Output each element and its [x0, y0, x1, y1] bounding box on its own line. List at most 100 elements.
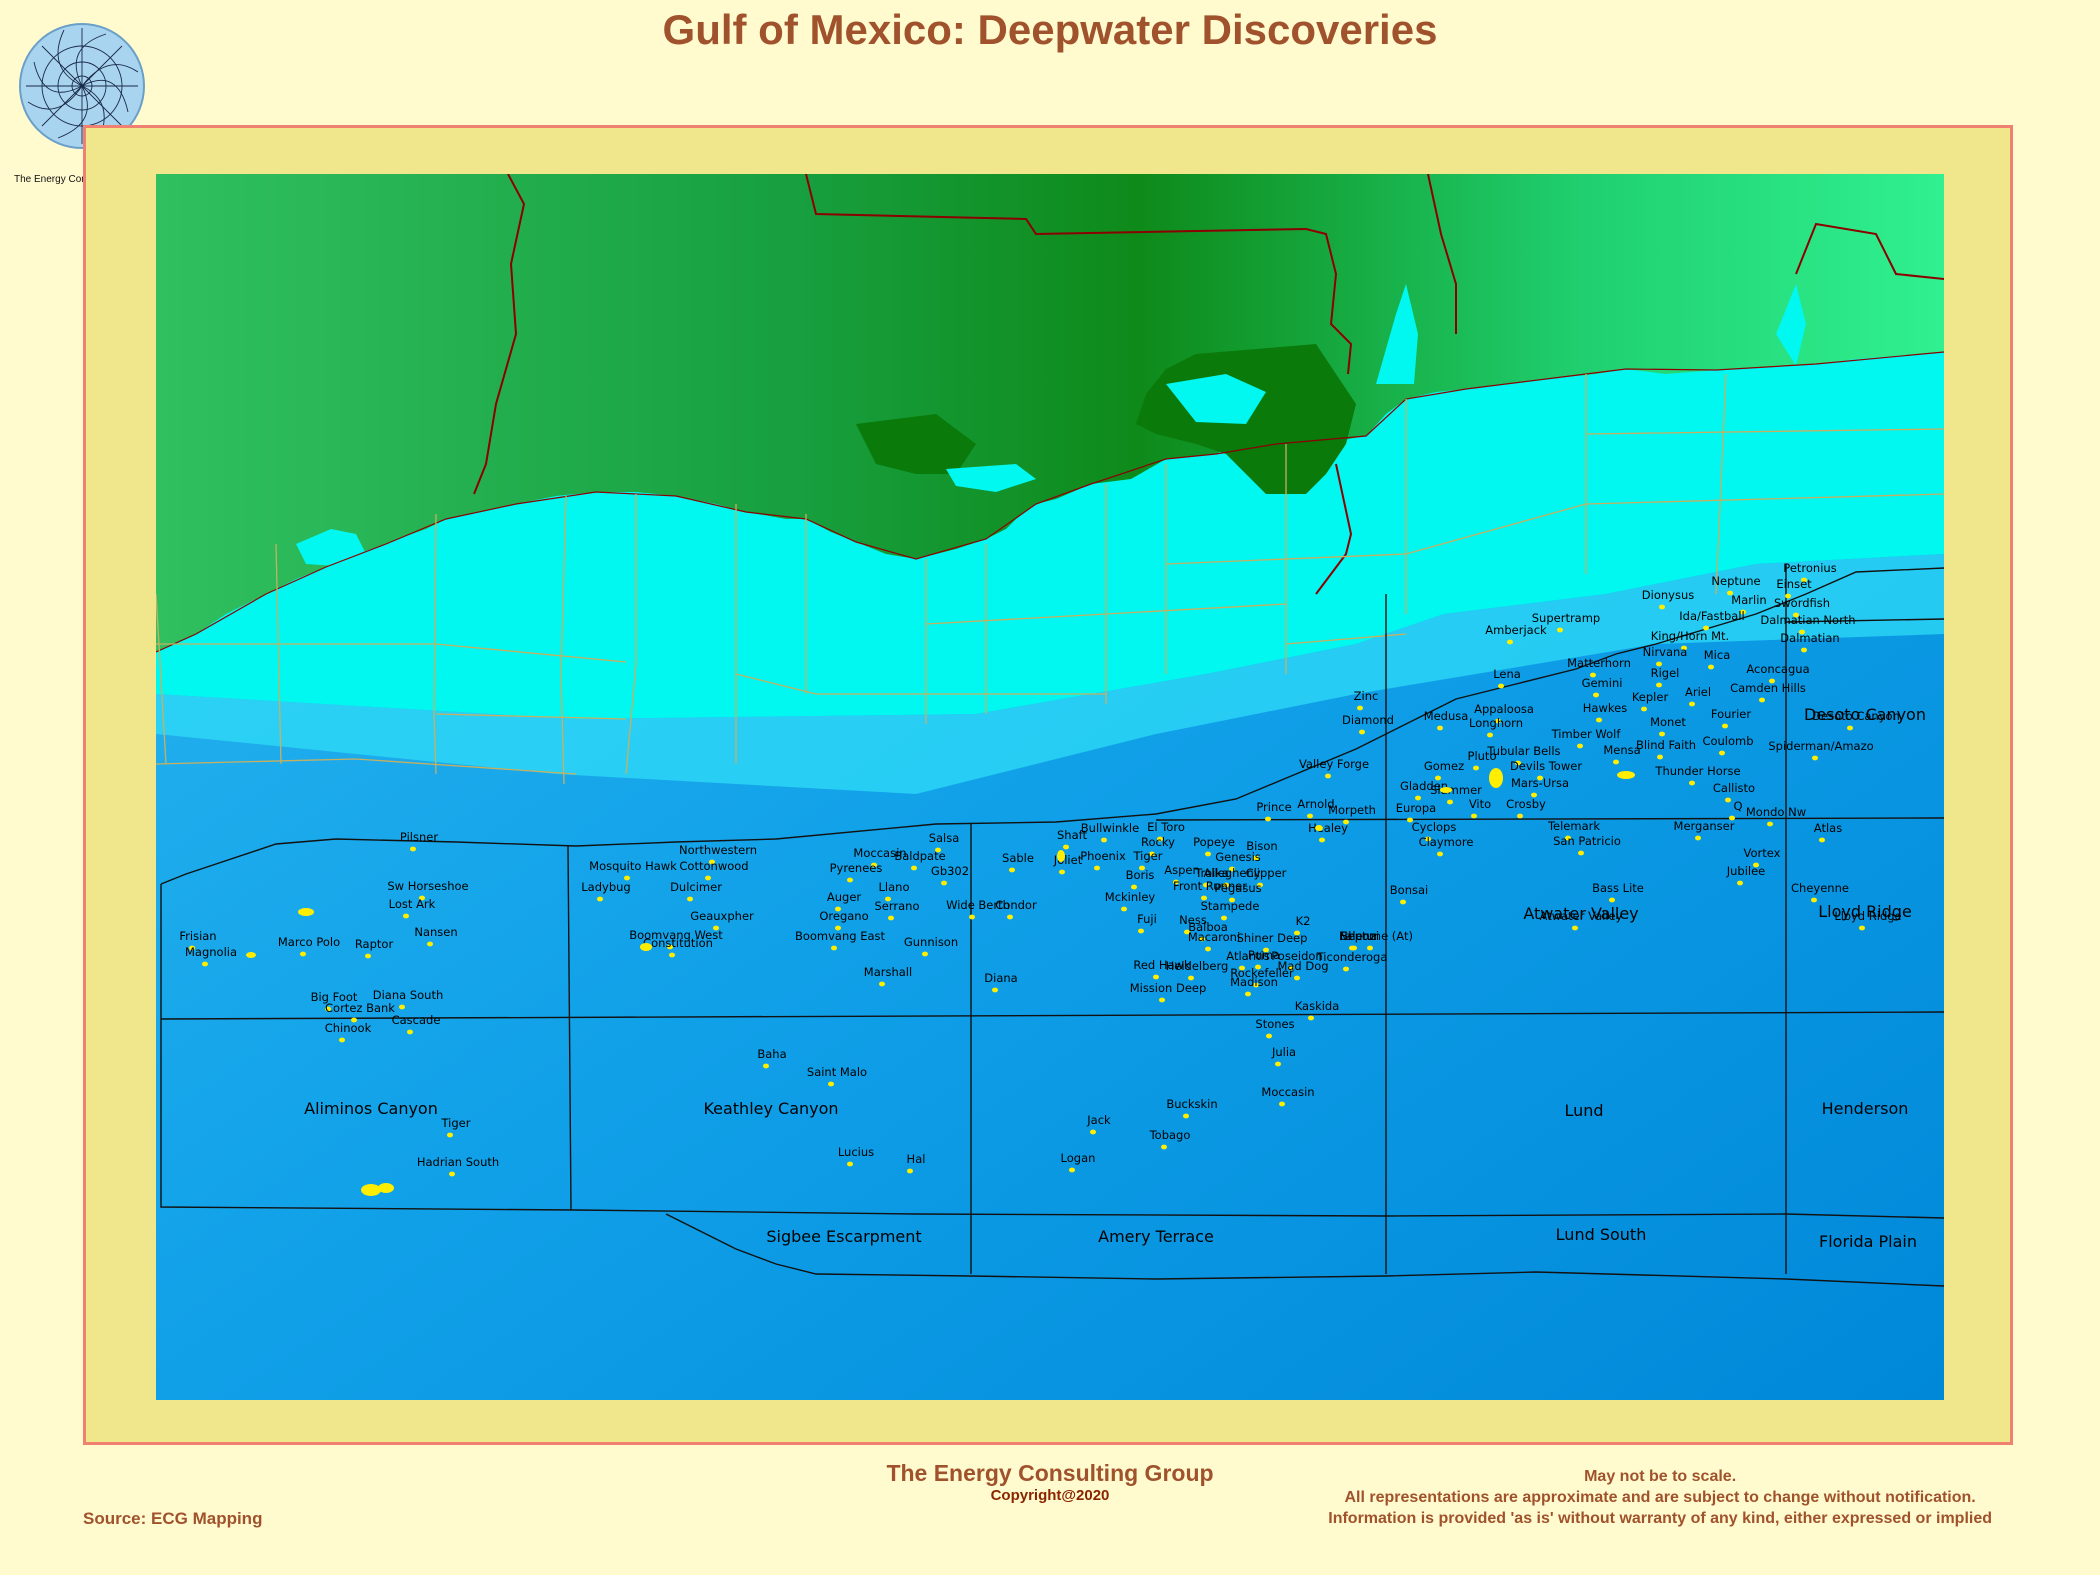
field-marker[interactable]: Desoto Canyon [1812, 709, 1900, 731]
field-marker[interactable]: Saint Malo [807, 1065, 867, 1087]
field-marker[interactable]: Devils Tower [1510, 759, 1582, 781]
field-marker[interactable]: Baldpate [894, 849, 946, 871]
field-marker[interactable]: Q [1729, 799, 1743, 821]
field-marker[interactable]: Nansen [414, 925, 458, 947]
field-marker[interactable]: Wide Berth [946, 898, 1010, 920]
field-marker[interactable]: Atlas [1814, 821, 1842, 843]
field-marker[interactable]: Sable [1002, 851, 1034, 873]
field-marker[interactable]: Lost Ark [389, 897, 436, 919]
field-marker[interactable]: Madison [1230, 975, 1278, 997]
field-marker[interactable]: Nirvana [1643, 645, 1688, 667]
field-marker[interactable]: Tobago [1149, 1128, 1191, 1150]
field-marker[interactable]: Front Runner [1173, 879, 1247, 901]
field-marker[interactable]: Oregano [819, 909, 869, 931]
field-marker[interactable]: San Patricio [1553, 834, 1621, 856]
field-marker[interactable]: Aconcagua [1746, 662, 1810, 684]
field-marker[interactable]: Pluto [1468, 749, 1497, 771]
field-marker[interactable]: Marco Polo [278, 935, 340, 957]
field-marker[interactable]: Troika [1194, 866, 1229, 888]
field-marker[interactable]: Ida/Fastball [1679, 609, 1745, 631]
field-marker[interactable]: Geauxpher [690, 909, 754, 931]
field-marker[interactable]: Jack [1086, 1113, 1111, 1135]
field-marker[interactable]: Camden Hills [1730, 681, 1806, 703]
field-marker[interactable]: Marshall [864, 965, 912, 987]
field-marker[interactable]: Slammer [1430, 783, 1482, 805]
field-marker[interactable]: Telemark [1547, 819, 1600, 841]
field-marker[interactable]: Swordfish [1774, 596, 1830, 618]
field-marker[interactable]: Mad Dog [1277, 959, 1329, 981]
field-marker[interactable]: Diamond [1342, 713, 1394, 735]
field-marker[interactable]: Kepler [1632, 690, 1669, 712]
field-marker[interactable]: Shiner Deep [1237, 931, 1308, 953]
field-marker[interactable]: Claymore [1419, 835, 1474, 857]
field-marker[interactable]: Hal [907, 1152, 926, 1174]
field-marker[interactable]: Boomvang East [795, 929, 886, 951]
field-marker[interactable]: Zinc [1354, 689, 1379, 711]
field-marker[interactable]: Dalmatian [1780, 631, 1840, 653]
field-marker[interactable]: Puma [1248, 948, 1280, 970]
field-marker[interactable]: Kaskida [1295, 999, 1340, 1021]
field-marker[interactable]: Gb302 [931, 864, 969, 886]
field-marker[interactable]: Big Foot [311, 990, 358, 1012]
field-marker[interactable]: El Toro [1147, 820, 1185, 842]
field-marker[interactable]: Bass Lite [1592, 881, 1644, 903]
field-marker[interactable]: Chinook [325, 1021, 372, 1043]
field-marker[interactable]: Magnolia [185, 945, 237, 967]
field-marker[interactable]: Matterhorn [1567, 656, 1631, 678]
field-marker[interactable]: King/Horn Mt. [1651, 629, 1729, 651]
field-marker[interactable]: Mckinley [1105, 890, 1156, 912]
field-marker[interactable]: Ticonderoga [1316, 950, 1388, 972]
field-marker[interactable]: Mosquito Hawk [589, 859, 677, 881]
field-marker[interactable]: Vito [1469, 797, 1491, 819]
field-marker[interactable]: Diana [984, 971, 1018, 993]
field-marker[interactable]: Hadrian South [417, 1155, 499, 1177]
field-marker[interactable]: Llano [879, 880, 910, 902]
field-marker[interactable]: Supertramp [1532, 611, 1600, 633]
field-marker[interactable]: Phoenix [1080, 849, 1126, 871]
field-marker[interactable]: Northwestern [679, 843, 757, 865]
field-marker[interactable]: Cheyenne [1791, 881, 1849, 903]
field-marker[interactable]: Logan [1061, 1151, 1096, 1173]
field-marker[interactable]: Atlantis [1226, 949, 1270, 971]
field-marker[interactable]: Frisian [179, 929, 217, 951]
field-marker[interactable]: Macaroni [1188, 930, 1240, 952]
field-marker[interactable]: Bullwinkle [1081, 821, 1139, 843]
field-marker[interactable]: Gunnison [904, 935, 958, 957]
field-marker[interactable]: Lloyd Ridge [1834, 909, 1902, 931]
field-marker[interactable]: Dulcimer [670, 880, 722, 902]
field-marker[interactable]: Moccasin [1261, 1085, 1315, 1107]
field-marker[interactable]: Neptune [1711, 574, 1761, 596]
field-marker[interactable]: Buckskin [1166, 1097, 1218, 1119]
field-marker[interactable]: Diana South [373, 988, 444, 1010]
field-marker[interactable]: Cascade [392, 1013, 441, 1035]
field-marker[interactable]: Crosby [1506, 797, 1546, 819]
field-marker[interactable]: Vortex [1744, 846, 1781, 868]
field-marker[interactable]: Einset [1776, 577, 1812, 599]
field-marker[interactable]: Marlin [1731, 593, 1767, 615]
field-marker[interactable]: Appaloosa [1474, 702, 1534, 724]
field-marker[interactable]: Timber Wolf [1551, 727, 1622, 749]
field-marker[interactable]: Europa [1396, 801, 1436, 823]
field-marker[interactable]: Neptune (At) [1339, 929, 1413, 951]
field-marker[interactable]: Ariel [1685, 685, 1711, 707]
field-marker[interactable]: Gomez [1424, 759, 1464, 781]
field-marker[interactable]: Sw Horseshoe [387, 879, 469, 901]
field-marker[interactable]: Rigel [1651, 666, 1680, 688]
field-marker[interactable]: Atwater Valley [1540, 909, 1623, 931]
field-marker[interactable]: Prince [1256, 800, 1292, 822]
field-marker[interactable]: Aspen [1164, 863, 1200, 885]
field-marker[interactable]: Heidelberg [1166, 959, 1229, 981]
field-marker[interactable]: Boris [1126, 868, 1155, 890]
field-marker[interactable]: Hawkes [1583, 701, 1627, 723]
field-marker[interactable]: Petronius [1783, 561, 1837, 583]
field-marker[interactable]: Merganser [1674, 819, 1735, 841]
field-marker[interactable]: Medusa [1424, 709, 1469, 731]
field-marker[interactable]: Moccasin [853, 846, 907, 868]
field-marker[interactable]: Genesis [1215, 850, 1261, 872]
field-marker[interactable]: Boomvang West [629, 928, 723, 950]
field-marker[interactable]: Tubular Bells [1486, 744, 1561, 766]
field-marker[interactable]: Thunder Horse [1654, 764, 1741, 786]
field-marker[interactable]: Red Hawk [1133, 958, 1191, 980]
field-marker[interactable]: Ladybug [581, 880, 631, 902]
field-marker[interactable]: Fourier [1711, 707, 1752, 729]
